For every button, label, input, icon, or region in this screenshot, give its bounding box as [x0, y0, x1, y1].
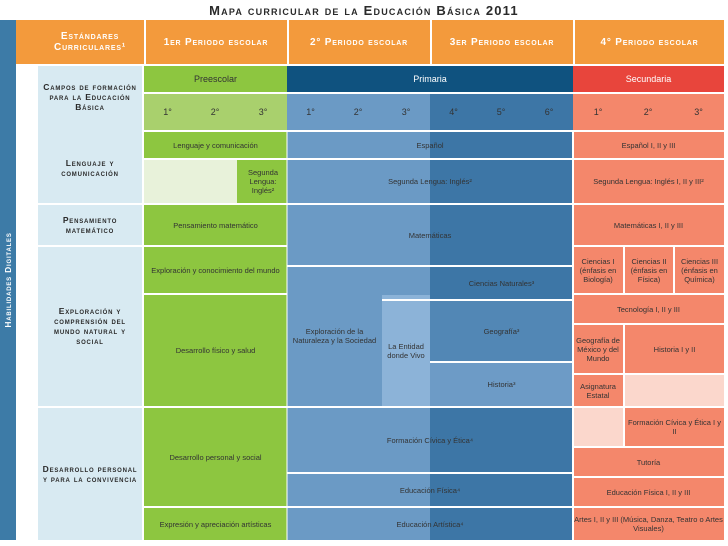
level-preescolar: Preescolar	[144, 66, 287, 92]
cell-exploracion-pri: Exploración de la Naturaleza y la Socied…	[292, 326, 377, 345]
level-secundaria: Secundaria	[573, 66, 724, 92]
grade-pri-3: 3°	[401, 107, 411, 117]
cell-tutoria: Tutoría	[636, 457, 661, 467]
header-band	[16, 20, 724, 64]
cell-matematicas-sec: Matemáticas I, II y III	[613, 220, 684, 230]
grades-pri-bg-dark	[430, 94, 573, 130]
cell-educacion-fisica: Educación Física⁴	[399, 485, 461, 495]
cell-lenguaje-pre: Lenguaje y comunicación	[173, 140, 258, 150]
header-periodo-2: 2° Periodo escolar	[309, 36, 409, 48]
cell-blank-sec-estatal	[625, 375, 724, 406]
level-primaria-label: Primaria	[413, 74, 447, 84]
side-label: Habilidades Digitales	[0, 20, 16, 540]
cell-blank-sec-civica	[573, 408, 623, 446]
cell-asignatura-estatal: Asignatura Estatal	[580, 381, 616, 400]
cell-entidad: La Entidad donde Vivo	[382, 295, 430, 406]
label-column	[38, 66, 142, 540]
cell-geografia-sec: Geografía de México y del Mundo	[576, 335, 620, 363]
grade-sec-2: 2°	[643, 107, 653, 117]
level-preescolar-label: Preescolar	[193, 74, 238, 84]
cell-ciencias-3: Ciencias III (énfasis en Química)	[680, 256, 719, 284]
cell-formacion-civica-sec: Formación Cívica y Ética I y II	[628, 418, 721, 436]
level-secundaria-label: Secundaria	[625, 74, 672, 84]
campo-desarrollo: Desarrollo personal y para la convivenci…	[42, 464, 138, 484]
grade-pri-1: 1°	[306, 107, 315, 117]
grade-pre-1: 1°	[163, 107, 172, 117]
cell-educacion-artistica: Educación Artística⁴	[396, 519, 464, 529]
grade-pri-5: 5°	[496, 107, 506, 117]
grade-pri-4: 4°	[449, 107, 458, 117]
grade-sec-1: 1°	[593, 107, 603, 117]
cell-desarrollo-fisico: Desarrollo físico y salud	[175, 346, 256, 355]
cell-exploracion-pre: Exploración y conocimiento del mundo	[151, 265, 280, 275]
cell-formacion-civica: Formación Cívica y Ética⁴	[386, 435, 474, 445]
side-bar	[0, 20, 16, 540]
campos-label: Campos de formación para la Educación Bá…	[43, 82, 137, 112]
page-title: Mapa curricular de la Educación Básica 2…	[209, 2, 519, 18]
cell-expresion: Expresión y apreciación artísticas	[159, 519, 272, 529]
cell-blank-pre-lang	[144, 160, 237, 203]
grades-sec-bg	[573, 94, 724, 130]
campo-pensamiento: Pensamiento matemático	[62, 215, 118, 235]
header-estandares: Estándares Curriculares¹	[54, 31, 126, 53]
grade-sec-3: 3°	[694, 107, 703, 117]
grade-pri-6: 6°	[544, 107, 554, 117]
cell-desarrollo-personal: Desarrollo personal y social	[169, 452, 262, 462]
grade-pre-3: 3°	[258, 107, 268, 117]
campo-exploracion: Exploración y comprensión del mundo natu…	[54, 306, 126, 346]
side-label-text: Habilidades Digitales	[3, 232, 13, 328]
cell-educacion-fisica-sec: Educación Física I, II y III	[606, 487, 691, 497]
cell-artes-sec: Artes I, II y III (Música, Danza, Teatro…	[574, 515, 723, 533]
cell-espanol-sec: Español I, II y III	[621, 140, 676, 150]
header-periodo-4: 4° Periodo escolar	[600, 36, 699, 48]
cell-historia-sec: Historia I y II	[653, 344, 696, 354]
cell-segunda-lengua-sec: Segunda Lengua: Inglés I, II y III²	[593, 177, 704, 186]
header-periodo-1: 1er Periodo escolar	[163, 36, 269, 48]
cell-historia: Historia³	[430, 363, 573, 406]
cell-espanol: Español	[416, 140, 444, 150]
campo-lenguaje: Lenguaje y comunicación	[61, 158, 119, 178]
cell-tecnologia: Tecnología I, II y III	[617, 304, 680, 314]
grade-pri-2: 2°	[353, 107, 363, 117]
cell-segunda-lengua-pri: Segunda Lengua: Inglés²	[388, 177, 472, 186]
grade-pre-2: 2°	[210, 107, 220, 117]
level-primaria: Primaria	[287, 66, 573, 92]
cell-matematicas: Matemáticas	[408, 230, 452, 240]
cell-ciencias-naturales: Ciencias Naturales³	[468, 278, 535, 288]
cell-pensamiento-pre: Pensamiento matemático	[173, 220, 258, 230]
grades-pre-bg	[144, 94, 287, 130]
body-sec-bg	[573, 132, 724, 540]
cell-geografia: Geografía³	[430, 301, 573, 361]
header-periodo-3: 3er Periodo escolar	[449, 36, 555, 48]
cell-ciencias-1: Ciencias I (énfasis en Biología)	[579, 256, 617, 284]
cell-segunda-lengua-pre: Segunda Lengua: Inglés²	[247, 168, 279, 195]
cell-ciencias-2: Ciencias II (énfasis en Física)	[630, 256, 668, 284]
grades-pri-bg-light	[287, 94, 430, 130]
